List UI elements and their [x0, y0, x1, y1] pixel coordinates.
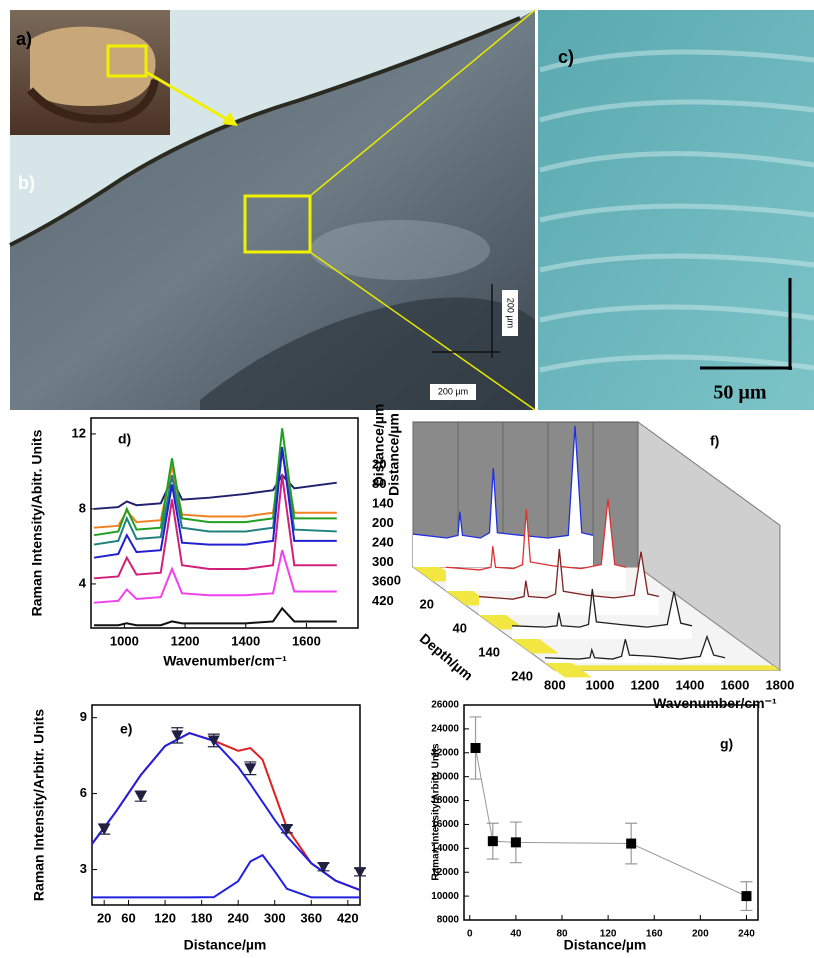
series-line [94, 608, 337, 625]
panel-label: d) [118, 431, 131, 447]
photo-a-tooth [30, 27, 156, 106]
depth-axis-label: Depth/µm [417, 630, 476, 683]
z-axis-label: Distance/µm [386, 413, 402, 496]
series-label: 360 [372, 573, 394, 588]
point [471, 743, 481, 753]
y-tick-label: 3 [80, 861, 87, 876]
depth-tick-label: 140 [478, 644, 500, 659]
series-label: 420 [372, 593, 394, 608]
x-tick-label: 1000 [110, 633, 139, 648]
point [135, 791, 147, 802]
y-tick-label: 9 [80, 709, 87, 724]
legend-title: Distance/µm [371, 404, 387, 487]
x-tick-label: 800 [544, 678, 566, 693]
y-tick-label: 4 [79, 575, 87, 590]
x-axis-label: Wavenumber/cm⁻¹ [163, 653, 287, 669]
panel-label: f) [710, 433, 719, 449]
plot-frame [464, 705, 758, 920]
panel-label: a) [16, 29, 32, 49]
point [244, 763, 256, 774]
y-tick-label: 8 [79, 500, 86, 515]
y-axis-label: Raman Intensity/Abitr. Units [29, 429, 45, 616]
x-tick-label: 180 [191, 910, 213, 925]
series-label: 300 [372, 554, 394, 569]
x-tick-label: 1600 [720, 678, 749, 693]
x-tick-label: 1600 [292, 633, 321, 648]
series-label: 200 [372, 515, 394, 530]
depth-tick-label: 40 [453, 620, 467, 635]
series-line [94, 550, 337, 603]
y-axis-label: Raman Intensity/Arbitr. Units [431, 743, 442, 881]
point [511, 837, 521, 847]
series-line [94, 475, 337, 509]
scale-label: 200 µm [506, 298, 516, 328]
x-tick-label: 1200 [630, 678, 659, 693]
point [626, 839, 636, 849]
x-tick-label: 1400 [675, 678, 704, 693]
y-tick-label: 10000 [431, 891, 459, 902]
x-tick-label: 1200 [171, 633, 200, 648]
y-axis-label: Raman Intensity/Arbitr. Units [31, 709, 47, 901]
x-tick-label: 120 [154, 910, 176, 925]
panel-label: e) [120, 721, 132, 737]
point [741, 891, 751, 901]
scale-label: 50 µm [713, 382, 767, 404]
y-tick-label: 26000 [431, 700, 459, 711]
panel-label: b) [18, 173, 35, 193]
y-tick-label: 24000 [431, 724, 459, 735]
x-tick-label: 40 [510, 929, 522, 940]
panel-label: c) [558, 47, 574, 67]
x-tick-label: 0 [467, 929, 473, 940]
x-tick-label: 160 [646, 929, 663, 940]
depth-tick-label: 240 [511, 668, 533, 683]
x-tick-label: 200 [692, 929, 709, 940]
series-line [92, 733, 360, 890]
x-tick-label: 240 [738, 929, 755, 940]
x-tick-label: 1000 [585, 678, 614, 693]
x-axis-label: Distance/µm [564, 937, 647, 953]
x-tick-label: 1400 [231, 633, 260, 648]
x-tick-label: 420 [337, 910, 359, 925]
y-tick-label: 12 [72, 425, 86, 440]
x-tick-label: 360 [300, 910, 322, 925]
x-tick-label: 20 [97, 910, 111, 925]
series-line [92, 855, 360, 897]
x-tick-label: 60 [121, 910, 135, 925]
floor-band [548, 665, 780, 670]
y-tick-label: 6 [80, 785, 87, 800]
point [488, 836, 498, 846]
scale-label: 200 µm [438, 386, 468, 396]
x-tick-label: 1800 [765, 678, 794, 693]
series-label: 240 [372, 534, 394, 549]
depth-tick-label: 0 [394, 572, 401, 587]
x-tick-label: 240 [227, 910, 249, 925]
series-label: 140 [372, 495, 394, 510]
y-tick-label: 8000 [437, 915, 460, 926]
depth-tick-label: 20 [420, 596, 434, 611]
x-tick-label: 300 [264, 910, 286, 925]
series-line [92, 733, 360, 890]
figure: 200 µm 200 µm b) a) 50 µm c) 4 8 12 1000 120… [0, 0, 814, 958]
panel-label: g) [720, 736, 733, 752]
point [171, 730, 183, 741]
x-axis-label: Distance/µm [184, 937, 267, 953]
